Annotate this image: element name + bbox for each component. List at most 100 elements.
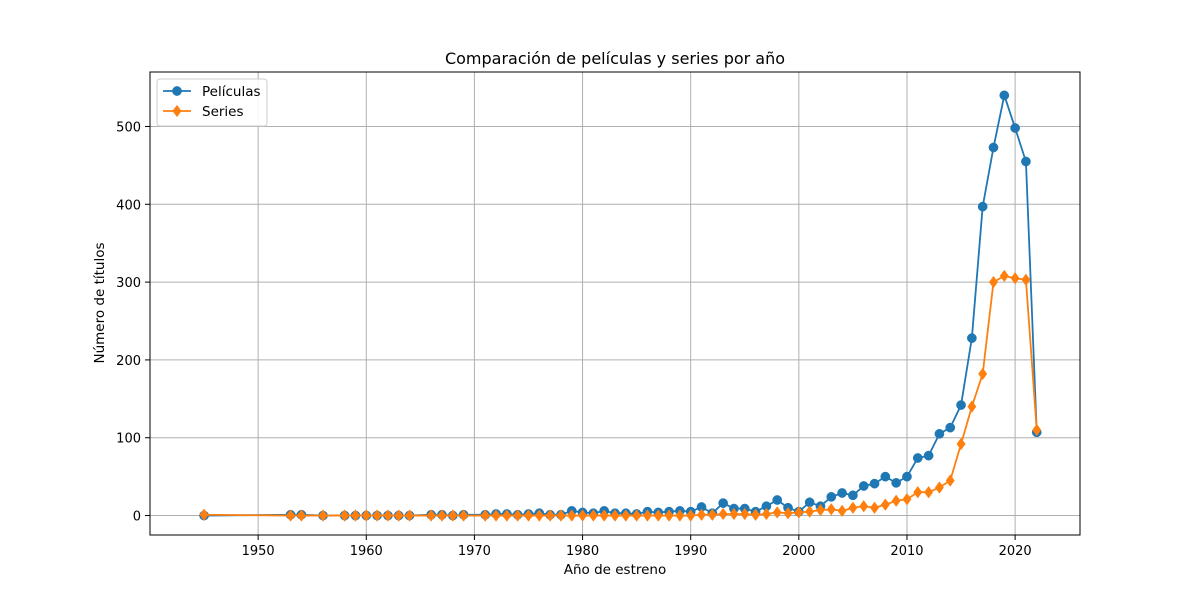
data-point <box>988 142 999 153</box>
data-point <box>740 507 750 521</box>
legend-label: Películas <box>202 84 261 100</box>
legend: Películas Series <box>156 78 268 127</box>
plot-frame <box>149 71 1081 536</box>
data-point <box>923 450 934 461</box>
data-point <box>578 509 588 522</box>
data-point <box>999 269 1009 283</box>
data-point <box>588 509 598 522</box>
data-point <box>956 400 966 410</box>
data-point <box>805 505 815 518</box>
data-point <box>1010 271 1020 285</box>
data-point <box>826 503 836 516</box>
data-point <box>772 495 783 505</box>
legend-label: Series <box>202 104 244 120</box>
data-point <box>318 509 328 522</box>
data-point <box>383 509 393 522</box>
data-point <box>394 509 404 522</box>
chart-title: Comparación de películas y series por añ… <box>445 49 785 68</box>
data-point <box>869 478 880 489</box>
data-point <box>707 508 717 521</box>
data-point <box>372 509 382 522</box>
data-point <box>912 453 923 463</box>
data-point <box>967 400 977 413</box>
data-point <box>945 474 955 487</box>
y-tick-label: 500 <box>116 120 141 135</box>
data-point <box>870 501 880 514</box>
data-point <box>448 509 458 522</box>
y-tick-label: 0 <box>133 510 141 525</box>
data-point <box>848 490 858 501</box>
data-point <box>286 509 296 522</box>
data-point <box>934 481 944 494</box>
data-point <box>296 509 306 522</box>
data-point <box>999 90 1010 101</box>
data-point <box>1010 123 1020 133</box>
series-line <box>204 94 1038 517</box>
data-point <box>642 509 652 522</box>
data-point <box>437 509 447 522</box>
data-point <box>459 509 469 522</box>
data-point <box>880 471 891 482</box>
data-point <box>513 509 523 522</box>
data-point <box>199 508 209 521</box>
series-2 <box>199 269 1042 522</box>
data-point <box>945 422 956 433</box>
data-point <box>599 509 609 522</box>
legend-item: Series <box>163 104 244 120</box>
data-point <box>967 333 977 343</box>
data-point <box>772 506 782 519</box>
grid <box>150 72 1080 535</box>
data-point <box>977 201 988 212</box>
y-axis-label: Número de títulos <box>92 242 108 363</box>
data-point <box>902 471 912 482</box>
data-point <box>1021 156 1031 167</box>
data-point <box>815 503 825 517</box>
x-tick-label: 1990 <box>674 544 707 559</box>
x-tick-label: 2020 <box>999 544 1032 559</box>
data-point <box>545 509 555 522</box>
x-tick-label: 1970 <box>458 544 491 559</box>
data-point <box>924 485 934 499</box>
data-point <box>761 507 771 521</box>
data-point <box>751 508 761 521</box>
legend-item: Películas <box>163 84 261 100</box>
data-point <box>718 498 728 508</box>
data-point <box>567 509 577 522</box>
y-tick-label: 200 <box>116 354 141 369</box>
x-tick-label: 2000 <box>782 544 815 559</box>
x-tick-label: 1980 <box>566 544 599 559</box>
x-tick-label: 1950 <box>242 544 275 559</box>
data-point <box>880 498 890 511</box>
y-tick-label: 400 <box>116 198 141 213</box>
data-point <box>783 506 793 520</box>
x-axis-label: Año de estreno <box>564 562 667 578</box>
data-point <box>653 509 663 522</box>
data-point <box>556 509 566 522</box>
data-point <box>632 509 642 522</box>
y-tick-label: 100 <box>116 432 141 447</box>
data-point <box>621 509 631 522</box>
series-layer <box>199 90 1042 522</box>
data-point <box>794 506 804 519</box>
data-point <box>1021 273 1031 286</box>
data-point <box>859 499 869 513</box>
data-point <box>340 509 350 522</box>
data-point <box>675 509 685 522</box>
data-point <box>523 509 533 522</box>
data-point <box>1032 423 1042 437</box>
series-line <box>204 274 1038 517</box>
y-axis: 0 100 200 300 400 500 <box>116 120 150 525</box>
data-point <box>405 509 415 522</box>
data-point <box>729 507 739 521</box>
data-point <box>858 481 869 491</box>
x-axis: 1950 1960 1970 1980 1990 2000 2010 2020 <box>242 535 1032 559</box>
data-point <box>837 488 847 498</box>
data-point <box>956 437 966 451</box>
data-point <box>697 508 707 521</box>
data-point <box>361 509 371 522</box>
y-tick-label: 300 <box>116 276 141 291</box>
data-point <box>534 509 544 522</box>
data-point <box>610 509 620 522</box>
data-point <box>902 492 912 506</box>
